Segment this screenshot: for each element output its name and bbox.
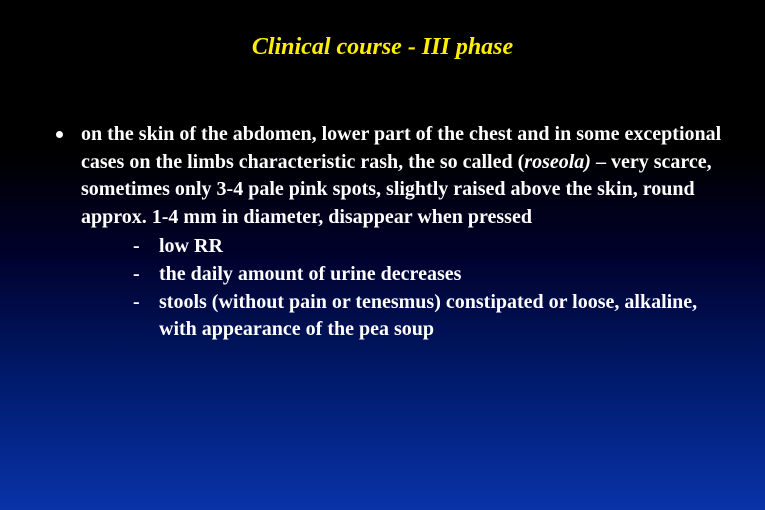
sub-bullet-item: - low RR bbox=[133, 233, 725, 261]
sub-bullet-item: - the daily amount of urine decreases bbox=[133, 261, 725, 289]
dash-icon: - bbox=[133, 289, 143, 317]
roseola-term: roseola) bbox=[524, 151, 591, 173]
dash-icon: - bbox=[133, 233, 143, 261]
content-area: on the skin of the abdomen, lower part o… bbox=[0, 121, 765, 344]
main-bullet: on the skin of the abdomen, lower part o… bbox=[56, 121, 725, 344]
bullet-dot-icon bbox=[56, 131, 63, 138]
dash-icon: - bbox=[133, 261, 143, 289]
sub-bullet-item: - stools (without pain or tenesmus) cons… bbox=[133, 289, 725, 344]
sub-bullet-text: low RR bbox=[159, 233, 223, 261]
slide-title: Clinical course - III phase bbox=[0, 0, 765, 121]
sub-bullet-text: the daily amount of urine decreases bbox=[159, 261, 461, 289]
sub-bullet-list: - low RR - the daily amount of urine dec… bbox=[133, 233, 725, 343]
main-bullet-text: on the skin of the abdomen, lower part o… bbox=[81, 121, 725, 344]
sub-bullet-text: stools (without pain or tenesmus) consti… bbox=[159, 289, 725, 344]
